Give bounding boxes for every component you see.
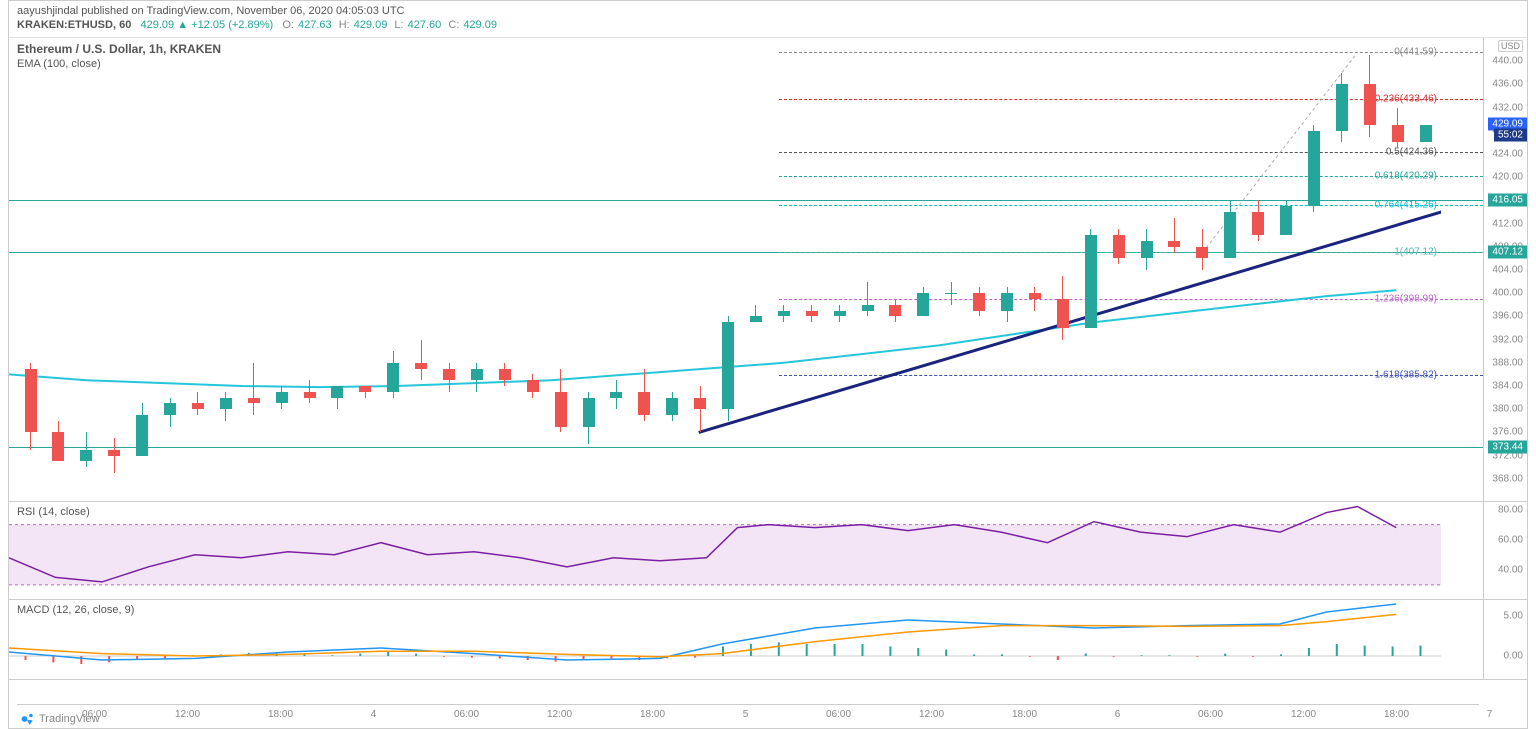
fib-label: 0(441.59) — [1394, 46, 1437, 57]
last-price: 429.09 — [141, 19, 175, 31]
green_box3: 373.44 — [1488, 441, 1527, 454]
chart-header: aayushjindal published on TradingView.co… — [9, 1, 1527, 38]
fib-label: 1(407.12) — [1394, 246, 1437, 257]
macd-label: MACD (12, 26, close, 9) — [17, 604, 134, 616]
close-value: 429.09 — [463, 19, 497, 31]
low-label: L: — [394, 19, 403, 31]
y-tick: 396.00 — [1492, 311, 1523, 322]
rsi-y-axis[interactable]: 40.00 60.00 80.00 — [1483, 502, 1527, 599]
price-y-axis[interactable]: USD 368.00372.00376.00380.00384.00388.00… — [1483, 38, 1527, 501]
low-value: 427.60 — [408, 19, 442, 31]
x-tick: 6 — [1115, 709, 1121, 720]
time-x-axis[interactable]: 06:00 12:00 18:00 4 06:00 12:00 18:00 5 06:00 12:… — [17, 704, 1479, 728]
fib-label: 1.618(385.82) — [1375, 370, 1437, 381]
rsi-y-tick: 80.00 — [1498, 504, 1523, 515]
x-tick: 12:00 — [175, 709, 200, 720]
macd-y-axis[interactable]: 0.00 5.00 — [1483, 600, 1527, 679]
change-pct: (+2.89%) — [228, 19, 273, 31]
x-tick: 18:00 — [640, 709, 665, 720]
tradingview-icon — [21, 712, 35, 726]
green_box1: 416.05 — [1488, 194, 1527, 207]
main-chart-area[interactable]: 0(441.59) 0.236(433.46) 0.5(424.36) 0.618(4… — [9, 38, 1483, 501]
macd-chart-area — [9, 600, 1483, 679]
y-tick: 388.00 — [1492, 357, 1523, 368]
fib-label: 0.236(433.46) — [1375, 94, 1437, 105]
macd-panel[interactable]: MACD (12, 26, close, 9) 0.00 5.00 — [9, 600, 1527, 680]
y-tick: 432.00 — [1492, 102, 1523, 113]
y-tick: 392.00 — [1492, 334, 1523, 345]
fib-label: 0.618(420.29) — [1375, 170, 1437, 181]
y-tick: 424.00 — [1492, 149, 1523, 160]
x-tick: 12:00 — [547, 709, 572, 720]
y-tick: 384.00 — [1492, 381, 1523, 392]
countdown_box: 55:02 — [1494, 129, 1527, 142]
rsi-panel[interactable]: RSI (14, close) 40.00 60.00 80.00 — [9, 502, 1527, 600]
fib-line — [779, 52, 1483, 53]
y-tick: 400.00 — [1492, 288, 1523, 299]
y-tick: 368.00 — [1492, 473, 1523, 484]
x-tick: 12:00 — [919, 709, 944, 720]
close-label: C: — [448, 19, 459, 31]
change: +12.05 — [191, 19, 225, 31]
open-value: 427.63 — [298, 19, 332, 31]
y-tick: 376.00 — [1492, 427, 1523, 438]
rsi-y-tick: 60.00 — [1498, 534, 1523, 545]
footer-brand[interactable]: TradingView — [21, 712, 100, 726]
fib-line — [779, 252, 1483, 253]
x-tick: 06:00 — [1198, 709, 1223, 720]
x-tick: 7 — [1487, 709, 1493, 720]
y-tick: 420.00 — [1492, 172, 1523, 183]
macd-y-tick: 5.00 — [1504, 611, 1523, 622]
footer-text: TradingView — [39, 713, 100, 725]
fib-label: 0.5(424.36) — [1386, 146, 1437, 157]
fib-label: 0.764(415.26) — [1375, 199, 1437, 210]
interval: 60 — [119, 19, 131, 31]
x-tick: 18:00 — [1012, 709, 1037, 720]
x-tick: 06:00 — [826, 709, 851, 720]
fib-line — [779, 152, 1483, 153]
main-price-chart[interactable]: Ethereum / U.S. Dollar, 1h, KRAKEN EMA (… — [9, 38, 1527, 502]
rsi-y-tick: 40.00 — [1498, 564, 1523, 575]
rsi-chart-area — [9, 502, 1483, 599]
green_box2: 407.12 — [1488, 245, 1527, 258]
x-tick: 18:00 — [268, 709, 293, 720]
x-tick: 18:00 — [1384, 709, 1409, 720]
fib-label: 1.236(398.99) — [1375, 294, 1437, 305]
x-tick: 06:00 — [454, 709, 479, 720]
x-tick: 4 — [371, 709, 377, 720]
y-tick: 404.00 — [1492, 265, 1523, 276]
y-tick: 412.00 — [1492, 218, 1523, 229]
y-tick: 436.00 — [1492, 79, 1523, 90]
rsi-label: RSI (14, close) — [17, 506, 90, 518]
horizontal-line — [9, 200, 1483, 201]
usd-label: USD — [1498, 40, 1523, 52]
horizontal-line — [9, 447, 1483, 448]
macd-y-tick: 0.00 — [1504, 651, 1523, 662]
high-value: 429.09 — [354, 19, 388, 31]
y-tick: 440.00 — [1492, 56, 1523, 67]
high-label: H: — [339, 19, 350, 31]
chart-container: aayushjindal published on TradingView.co… — [8, 0, 1528, 729]
pair-symbol: KRAKEN:ETHUSD — [17, 19, 113, 31]
x-tick: 5 — [743, 709, 749, 720]
author-line: aayushjindal published on TradingView.co… — [17, 5, 1519, 17]
open-label: O: — [282, 19, 294, 31]
y-tick: 380.00 — [1492, 404, 1523, 415]
x-tick: 12:00 — [1291, 709, 1316, 720]
